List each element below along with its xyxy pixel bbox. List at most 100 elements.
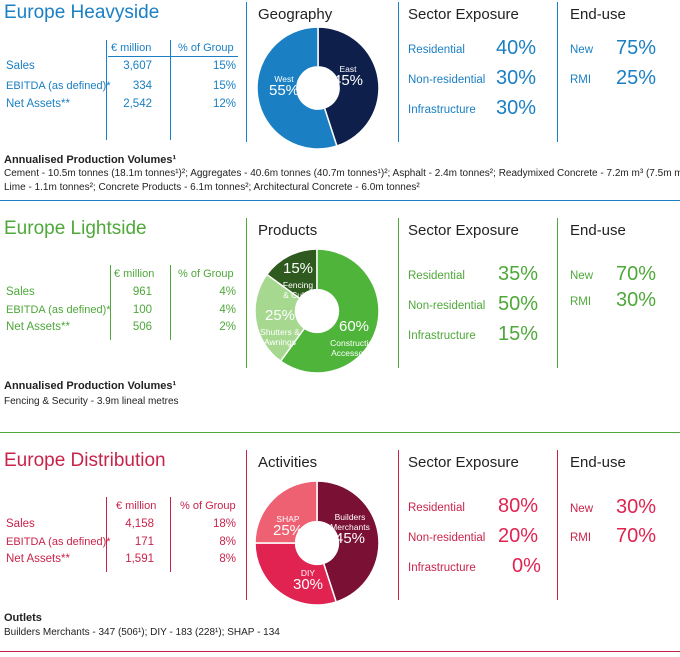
distribution-sector-value: 20%	[498, 525, 539, 547]
svg-text:SHAP: SHAP	[276, 514, 299, 524]
lightside-notes-title: Annualised Production Volumes¹	[4, 380, 177, 392]
lightside-row-pct: 4%	[219, 304, 236, 316]
distribution-sector-label: Non-residential	[408, 532, 486, 544]
heavyside-notes-title: Annualised Production Volumes¹	[4, 154, 177, 166]
distribution-row-value: 171	[134, 536, 154, 548]
heavyside-sector-title: Sector Exposure	[408, 6, 519, 23]
svg-text:15%: 15%	[283, 260, 313, 277]
lightside-note-line: Fencing & Security - 3.9m lineal metres	[4, 396, 179, 407]
distribution-row-pct: 8%	[219, 536, 236, 548]
svg-text:25%: 25%	[273, 522, 303, 539]
heavyside-sector-value: 40%	[496, 37, 537, 59]
lightside-enduse-value: 30%	[616, 289, 657, 311]
pie-slice-construction-accessories	[279, 248, 380, 374]
heavyside-col-million: € million	[111, 42, 152, 54]
distribution-notes-title: Outlets	[4, 612, 42, 624]
pie-label-shutters-awnings: 25% Shutters &Awnings	[260, 307, 300, 347]
pie-slice-shutters-awnings	[254, 273, 306, 363]
svg-text:Builders: Builders	[335, 512, 366, 522]
lightside-sector-label: Residential	[408, 270, 465, 282]
lightside-row-pct: 4%	[219, 286, 236, 298]
pie-slice-west	[256, 26, 338, 150]
distribution-row-value: 1,591	[125, 553, 154, 565]
svg-text:60%: 60%	[339, 318, 369, 335]
svg-text:DIY: DIY	[301, 568, 316, 578]
distribution-row-value: 4,158	[125, 518, 154, 530]
heavyside-enduse-title: End-use	[570, 6, 626, 23]
svg-text:30%: 30%	[293, 576, 323, 593]
heavyside-enduse-label: RMI	[570, 74, 592, 86]
svg-text:Awnings: Awnings	[264, 337, 296, 347]
pie-label-fencing-cubis: 15% Fencing& Cubis	[283, 260, 314, 300]
distribution-col-million: € million	[116, 500, 157, 512]
lightside-sector-value: 15%	[498, 323, 539, 345]
distribution-row-pct: 18%	[212, 518, 236, 530]
heavyside-sector-label: Residential	[408, 44, 465, 56]
lightside-col-pct: % of Group	[178, 268, 234, 280]
svg-text:45%: 45%	[333, 72, 363, 89]
heavyside-row-value: 3,607	[123, 60, 152, 72]
svg-text:25%: 25%	[265, 307, 295, 324]
heavyside-sector-label: Non-residential	[408, 74, 486, 86]
heavyside-sector-value: 30%	[496, 97, 537, 119]
heavyside-row-value: 334	[132, 80, 152, 92]
pie-slice-diy	[254, 542, 338, 606]
lightside-row-label: Sales	[6, 286, 35, 298]
heavyside-enduse-label: New	[570, 44, 594, 56]
heavyside-sector-label: Infrastructure	[408, 104, 476, 116]
lightside-row-label: EBITDA (as defined)*	[6, 304, 111, 316]
distribution-enduse-label: RMI	[570, 532, 592, 544]
distribution-sector-value: 0%	[512, 555, 541, 577]
heavyside-enduse-value: 25%	[616, 67, 657, 89]
heavyside-row-pct: 15%	[212, 80, 236, 92]
heavyside-row-pct: 15%	[212, 60, 236, 72]
lightside-sector-title: Sector Exposure	[408, 222, 519, 239]
lightside-col-million: € million	[114, 268, 155, 280]
distribution-enduse-value: 30%	[616, 496, 657, 518]
lightside-title: Europe Lightside	[4, 218, 147, 239]
heavyside-row-label: EBITDA (as defined)*	[6, 80, 111, 92]
distribution-row-pct: 8%	[219, 553, 236, 565]
distribution-row-label: EBITDA (as defined)*	[6, 536, 111, 548]
heavyside-chart-title: Geography	[258, 6, 333, 23]
distribution-row-label: Sales	[6, 518, 35, 530]
distribution-col-pct: % of Group	[180, 500, 236, 512]
svg-text:West: West	[274, 74, 294, 84]
heavyside-note-line: Lime - 1.1m tonnes²; Concrete Products -…	[4, 182, 420, 193]
svg-text:East: East	[339, 64, 357, 74]
distribution-title: Europe Distribution	[4, 450, 166, 471]
lightside-row-value: 506	[132, 321, 152, 333]
svg-text:45%: 45%	[335, 530, 365, 547]
heavyside-row-value: 2,542	[123, 98, 152, 110]
lightside-sector-value: 50%	[498, 293, 539, 315]
svg-text:Construction: Construction	[330, 338, 378, 348]
lightside-sector-label: Infrastructure	[408, 330, 476, 342]
distribution-sector-label: Infrastructure	[408, 562, 476, 574]
svg-text:& Cubis: & Cubis	[283, 290, 313, 300]
lightside-row-label: Net Assets**	[6, 321, 70, 333]
svg-text:Fencing: Fencing	[283, 280, 314, 290]
svg-text:Merchants: Merchants	[330, 522, 370, 532]
distribution-enduse-label: New	[570, 503, 594, 515]
lightside-row-value: 100	[132, 304, 152, 316]
pie-slice-builders-merchants	[316, 480, 380, 603]
heavyside-sector-value: 30%	[496, 67, 537, 89]
heavyside-row-label: Sales	[6, 60, 35, 72]
heavyside-note-line: Cement - 10.5m tonnes (18.1m tonnes¹)²; …	[4, 168, 680, 179]
lightside-enduse-title: End-use	[570, 222, 626, 239]
lightside-products-pie: 15% Fencing& Cubis 60% ConstructionAccessor…	[254, 248, 380, 374]
lightside-chart-title: Products	[258, 222, 318, 239]
lightside-row-pct: 2%	[219, 321, 236, 333]
pie-slice-shap	[254, 480, 318, 544]
distribution-row-label: Net Assets**	[6, 553, 70, 565]
distribution-sector-value: 80%	[498, 495, 539, 517]
distribution-chart-title: Activities	[258, 454, 318, 471]
distribution-enduse-title: End-use	[570, 454, 626, 471]
svg-text:Shutters &: Shutters &	[260, 327, 300, 337]
